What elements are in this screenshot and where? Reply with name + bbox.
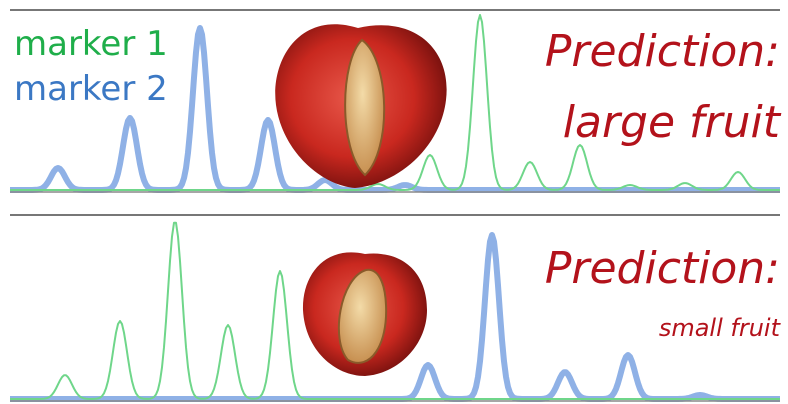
legend-marker-1: marker 1 [14,24,168,64]
prediction-result: small fruit [659,314,782,342]
prediction-label: Prediction: [545,243,780,294]
legend-marker-2: marker 2 [14,69,168,109]
scene: marker 1 marker 2 Prediction: large frui… [0,0,788,404]
prediction-result: large fruit [563,97,782,148]
prediction-label: Prediction: [545,26,780,77]
small-cherry [303,252,427,376]
large-cherry [275,24,446,188]
